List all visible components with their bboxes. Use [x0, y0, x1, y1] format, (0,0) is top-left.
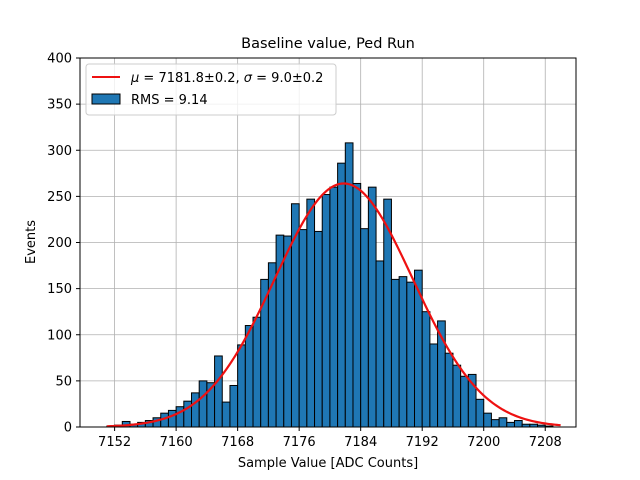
legend-sigma-value: = 9.0±0.2 — [252, 71, 323, 86]
histogram-bar — [390, 278, 400, 428]
x-tick-label: 7176 — [283, 435, 316, 450]
histogram-bar — [421, 311, 431, 428]
legend-mu-value: = 7181.8±0.2, — [139, 71, 243, 86]
histogram-bar — [191, 392, 200, 428]
histogram-bar — [367, 186, 377, 428]
y-tick-label: 100 — [47, 328, 72, 343]
x-axis-label: Sample Value [ADC Counts] — [238, 456, 418, 471]
histogram-bar — [406, 281, 416, 428]
histogram-bar — [352, 182, 362, 428]
histogram-bars — [106, 142, 554, 428]
histogram-bar — [298, 229, 308, 428]
histogram-bar — [513, 420, 523, 428]
y-axis-ticks: 0 50 100 150 200 250 300 350 400 — [47, 52, 80, 436]
histogram-bar — [360, 228, 369, 428]
histogram-bar — [321, 194, 331, 428]
chart-title: Baseline value, Ped Run — [241, 36, 415, 52]
y-tick-label: 0 — [64, 421, 72, 436]
legend-mu-symbol: μ — [130, 71, 139, 86]
x-tick-label: 7192 — [406, 435, 439, 450]
histogram-bar — [414, 269, 423, 428]
legend-hist-swatch — [91, 93, 121, 105]
histogram-bar — [475, 398, 485, 428]
legend-hist-label: RMS = 9.14 — [131, 93, 208, 108]
histogram-bar — [375, 260, 385, 428]
y-tick-label: 50 — [55, 374, 72, 389]
legend-fit-label: μ = 7181.8±0.2, σ = 9.0±0.2 — [130, 71, 323, 86]
x-tick-label: 7208 — [529, 435, 562, 450]
histogram-bar — [252, 316, 262, 428]
histogram-bar — [490, 419, 500, 428]
histogram-bar — [498, 417, 508, 428]
histogram-bar — [329, 186, 339, 428]
y-tick-label: 200 — [47, 236, 72, 251]
y-tick-label: 300 — [47, 144, 72, 159]
y-tick-label: 150 — [47, 282, 72, 297]
histogram-bar — [237, 344, 246, 428]
histogram-bar — [198, 380, 208, 428]
fit-curve — [106, 182, 561, 428]
x-tick-label: 7152 — [98, 435, 131, 450]
histogram-bar — [452, 364, 462, 428]
legend: μ = 7181.8±0.2, σ = 9.0±0.2 RMS = 9.14 — [85, 63, 337, 116]
x-tick-label: 7184 — [344, 435, 377, 450]
x-tick-label: 7160 — [160, 435, 193, 450]
histogram-bar — [221, 401, 231, 428]
histogram-bar — [429, 343, 439, 428]
histogram-bar — [214, 355, 223, 428]
x-tick-label: 7200 — [467, 435, 500, 450]
legend-box — [85, 63, 337, 116]
histogram-bar — [306, 198, 316, 428]
histogram-bar — [337, 162, 346, 428]
y-tick-label: 400 — [47, 52, 72, 67]
histogram-bar — [244, 325, 254, 428]
x-tick-label: 7168 — [221, 435, 254, 450]
histogram-bar — [506, 421, 515, 428]
histogram-bar — [229, 384, 239, 428]
y-axis-label: Events — [24, 220, 39, 264]
histogram-bar — [314, 230, 323, 428]
y-tick-label: 250 — [47, 190, 72, 205]
histogram-bar — [398, 276, 408, 428]
histogram-bar — [283, 235, 292, 428]
x-axis-ticks: 7152 7160 7168 7176 7184 7192 7200 7208 — [98, 427, 562, 450]
histogram-bar — [444, 352, 454, 428]
histogram-bar — [167, 409, 177, 428]
histogram-bar — [460, 375, 469, 428]
y-tick-label: 350 — [47, 98, 72, 113]
legend-sigma-symbol: σ — [244, 71, 253, 86]
fit-curve-group — [106, 182, 561, 428]
histogram-bar — [483, 412, 492, 428]
